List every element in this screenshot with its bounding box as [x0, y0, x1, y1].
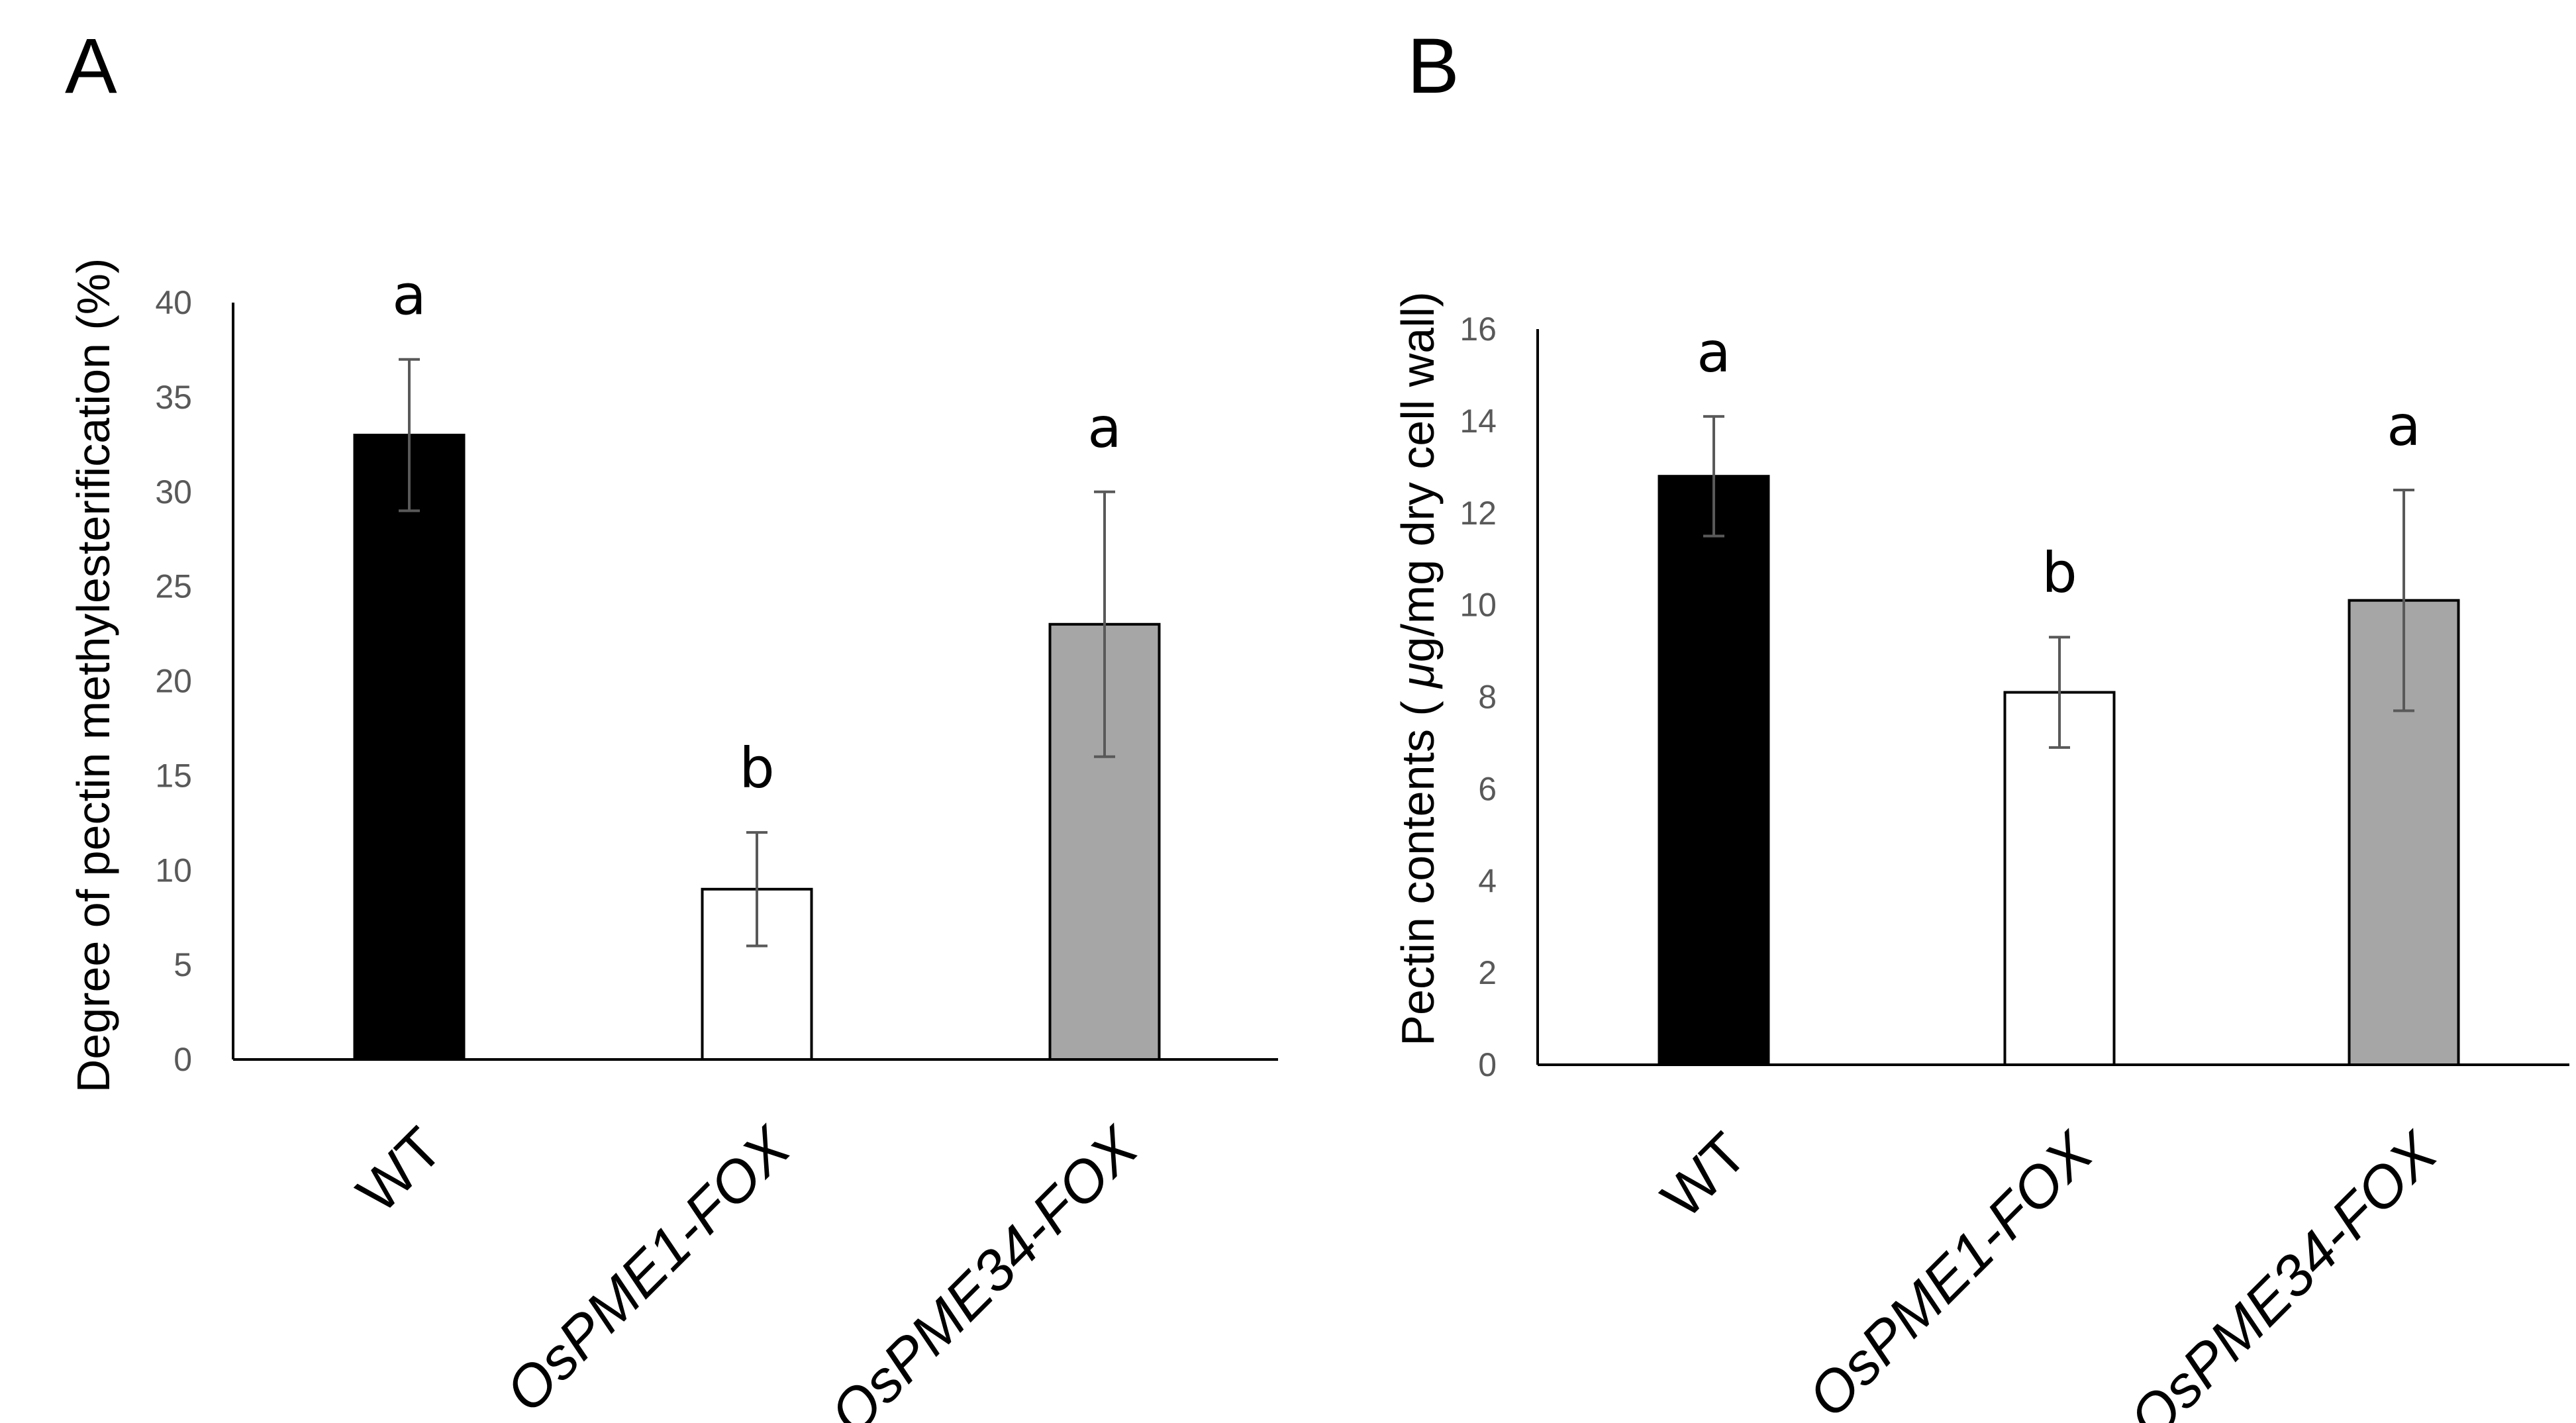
- y-tick-label-b: 4: [1478, 862, 1497, 899]
- y-tick-label-a: 25: [155, 568, 192, 605]
- panel-label-a: A: [65, 23, 117, 110]
- y-tick-label-b: 16: [1460, 311, 1497, 348]
- category-label-b-0: WT: [1649, 1120, 1759, 1230]
- y-tick-label-b: 2: [1478, 954, 1497, 991]
- category-label-b-2: OsPME34-FOX: [2116, 1118, 2451, 1423]
- y-tick-label-b: 14: [1460, 403, 1497, 440]
- plot-area-b: 0 2 4 6 8 10 12 14 16 a WT b OsPME1-FOX a OsPME34-FOX: [1460, 311, 2569, 1423]
- significance-letter-b-2: a: [2387, 393, 2420, 458]
- y-axis-label-b-prefix: Pectin contents (: [1392, 688, 1444, 1046]
- y-tick-label-b: 0: [1478, 1046, 1497, 1083]
- plot-area-a: 0 5 10 15 20 25 30 35 40 a WT b OsPME1-FOX a OsPME34-F…: [155, 263, 1278, 1423]
- error-bar-b-0: [1703, 415, 1724, 538]
- y-tick-label-a: 35: [155, 379, 192, 416]
- y-tick-label-b: 8: [1478, 679, 1497, 716]
- category-label-a-1: OsPME1-FOX: [493, 1113, 804, 1423]
- error-bar-a-2: [1094, 490, 1115, 758]
- y-tick-label-a: 30: [155, 473, 192, 511]
- category-label-a-0: WT: [344, 1114, 455, 1225]
- significance-letter-a-0: a: [392, 263, 426, 328]
- error-bar-a-0: [399, 358, 420, 513]
- y-tick-label-b: 6: [1478, 770, 1497, 807]
- error-bar-b-1: [2049, 636, 2070, 749]
- bar-a-0: [353, 434, 466, 1061]
- error-bar-b-2: [2393, 489, 2414, 712]
- y-tick-label-b: 12: [1460, 495, 1497, 532]
- y-axis-label-b-suffix: g/mg dry cell wall): [1392, 291, 1444, 662]
- y-tick-label-a: 40: [155, 284, 192, 321]
- category-label-b-1: OsPME1-FOX: [1795, 1118, 2106, 1423]
- significance-letter-b-0: a: [1697, 320, 1730, 385]
- y-tick-label-a: 10: [155, 852, 192, 889]
- y-axis-label-b-mu: μ: [1392, 662, 1444, 689]
- bar-b-0: [1658, 475, 1770, 1066]
- significance-letter-a-2: a: [1087, 395, 1121, 460]
- y-axis-label-b: Pectin contents ( μg/mg dry cell wall): [1392, 291, 1444, 1046]
- chart-panel-a: A Degree of pectin methylesterification …: [65, 23, 1278, 1423]
- panel-label-b: B: [1407, 23, 1460, 110]
- significance-letter-a-1: b: [739, 736, 774, 801]
- category-label-a-2: OsPME34-FOX: [817, 1113, 1152, 1423]
- y-tick-label-b: 10: [1460, 587, 1497, 624]
- y-axis-label-a: Degree of pectin methylesterification (%…: [68, 258, 119, 1093]
- y-tick-label-a: 0: [173, 1041, 192, 1078]
- y-tick-label-a: 15: [155, 757, 192, 794]
- bar-b-1: [2003, 691, 2116, 1066]
- error-bar-a-1: [746, 831, 768, 948]
- y-tick-label-a: 5: [173, 946, 192, 983]
- y-tick-label-a: 20: [155, 663, 192, 700]
- chart-panel-b: B Pectin contents ( μg/mg dry cell wall)…: [1392, 23, 2569, 1423]
- significance-letter-b-1: b: [2042, 540, 2077, 605]
